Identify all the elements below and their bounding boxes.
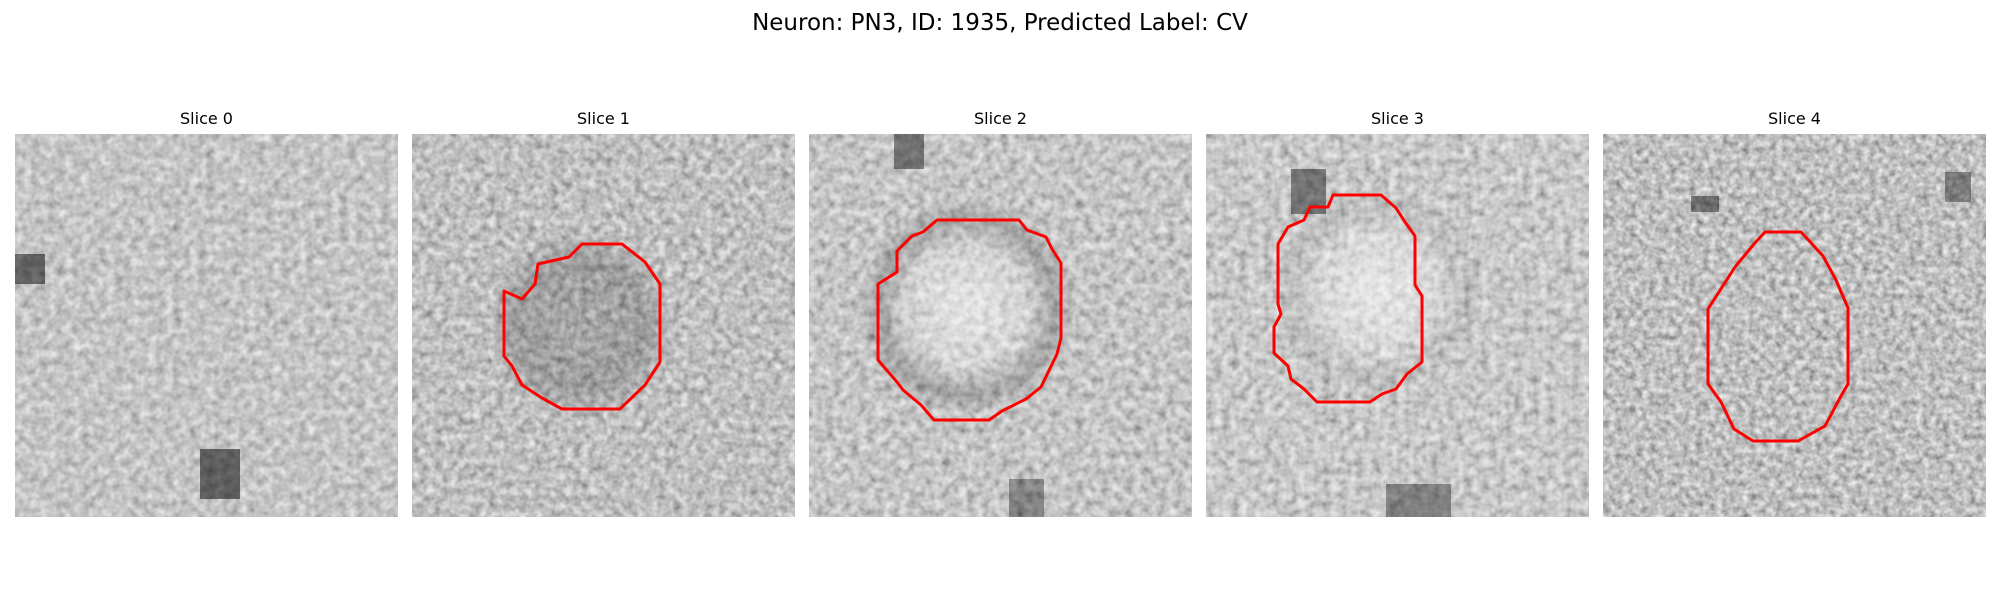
slice-panel-0: Slice 0 (15, 108, 398, 520)
slice-image-3 (1206, 134, 1589, 517)
slice-title-3: Slice 3 (1371, 109, 1424, 128)
slice-image-4 (1603, 134, 1986, 517)
slice-texture-4 (1603, 134, 1986, 517)
dark-artifact-0-a (15, 254, 45, 284)
slice-panel-2: Slice 2 (809, 108, 1192, 520)
segmentation-contour-2 (876, 218, 1063, 422)
cell-shading-3 (1275, 189, 1481, 395)
slice-title-2: Slice 2 (974, 109, 1027, 128)
slice-title-1: Slice 1 (577, 109, 630, 128)
slice-panel-3: Slice 3 (1206, 108, 1589, 520)
dark-artifact-4-a (1691, 196, 1719, 212)
slice-image-1 (412, 134, 795, 517)
cell-shading-2 (859, 199, 1075, 415)
dark-artifact-0-b (200, 449, 240, 499)
dark-artifact-2-a (894, 134, 924, 169)
segmentation-contour-1 (502, 242, 662, 411)
slice-panel-4: Slice 4 (1603, 108, 1986, 520)
dark-artifact-2-b (1009, 479, 1044, 517)
figure-title: Neuron: PN3, ID: 1935, Predicted Label: … (752, 10, 1248, 36)
slice-title-0: Slice 0 (180, 109, 233, 128)
slice-image-0 (15, 134, 398, 517)
segmentation-contour-4 (1706, 230, 1850, 443)
slice-title-4: Slice 4 (1768, 109, 1821, 128)
slice-image-2 (809, 134, 1192, 517)
dark-artifact-3-b (1386, 484, 1451, 517)
cell-shading-1 (486, 230, 674, 418)
slice-panel-1: Slice 1 (412, 108, 795, 520)
dark-artifact-4-b (1945, 172, 1971, 202)
segmentation-contour-3 (1272, 193, 1424, 404)
